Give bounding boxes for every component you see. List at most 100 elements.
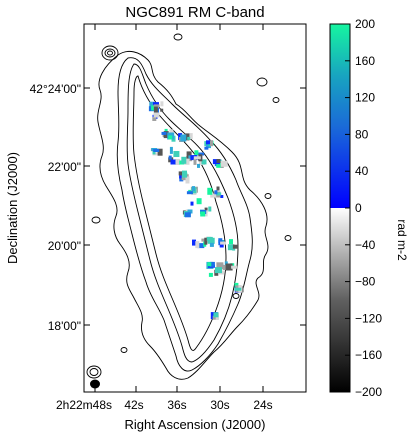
colorbar-tick-label: 120 (355, 91, 375, 105)
colorbar-tick-label: 160 (355, 54, 375, 68)
rm-pixel (222, 265, 227, 270)
rm-pixel (201, 238, 206, 242)
rm-pixel (195, 241, 200, 249)
rm-pixel (229, 239, 233, 245)
rm-pixel (216, 262, 224, 270)
colorbar-tick-label: 80 (355, 127, 369, 141)
colorbar: 200 160 120 80 40 0 −40 −80 −120 −160 −200 rad m-2 (329, 17, 409, 399)
x-tick-label: 30s (210, 398, 229, 412)
rm-pixel (216, 186, 220, 191)
rm-pixel (198, 152, 205, 156)
rm-pixel (189, 133, 193, 140)
rm-pixel (192, 239, 196, 246)
rm-pixel (206, 144, 211, 149)
rm-pixel (220, 195, 224, 198)
contour-island (272, 97, 280, 103)
chart-title: NGC891 RM C-band (125, 4, 264, 21)
rm-pixel (170, 159, 176, 165)
rm-pixel (193, 158, 197, 165)
rm-pixel (194, 150, 199, 156)
contour-island (86, 365, 102, 379)
rm-pixel (169, 146, 173, 154)
rm-pixel (169, 129, 174, 134)
rm-pixel (193, 156, 201, 160)
rm-pixel (168, 135, 173, 140)
rm-pixel (152, 150, 156, 155)
rm-pixel (216, 160, 224, 168)
contour-island (91, 216, 101, 224)
rm-pixel (187, 209, 193, 214)
rm-pixel (220, 241, 227, 245)
rm-pixel (151, 105, 157, 111)
rm-pixel (182, 170, 187, 178)
contour-island (120, 347, 128, 353)
rm-pixel (153, 102, 159, 106)
rm-pixel (197, 163, 200, 168)
rm-pixel (204, 237, 208, 245)
rm-pixel (207, 187, 213, 195)
rm-pixel (209, 261, 215, 267)
rm-patches-layer (148, 101, 244, 320)
rm-pixel (168, 155, 172, 160)
rm-pixel (192, 186, 195, 192)
contour-island (284, 235, 292, 241)
rm-pixel (219, 242, 224, 248)
beam-ellipse (90, 379, 100, 389)
rm-pixel (187, 136, 191, 140)
rm-pixel (209, 242, 214, 247)
x-tick-label: 24s (253, 398, 272, 412)
rm-pixel (206, 236, 213, 241)
colorbar-tick-label: 40 (355, 164, 369, 178)
rm-pixel (216, 192, 222, 196)
colorbar-label: rad m-2 (395, 219, 409, 261)
rm-pixel (210, 193, 217, 198)
rm-pixel (164, 128, 168, 133)
rm-pixel (206, 140, 211, 145)
contour-island (264, 193, 272, 199)
contour-middle (116, 57, 253, 372)
rm-pixel (160, 108, 164, 112)
contour-island (256, 77, 268, 87)
rm-pixel (184, 212, 191, 218)
rm-pixel (178, 133, 183, 141)
rm-pixel (160, 101, 164, 107)
rm-pixel (215, 267, 222, 274)
rm-pixel (225, 263, 233, 271)
rm-pixel (213, 312, 219, 318)
rm-pixel (186, 191, 193, 195)
rm-pixel (179, 173, 185, 179)
x-tick-label: 2h22m48s (56, 398, 112, 412)
y-tick-label: 20'00" (48, 239, 81, 253)
rm-pixel (204, 146, 209, 150)
rm-pixel (184, 133, 190, 141)
rm-pixel (161, 131, 167, 135)
rm-pixel (175, 159, 181, 165)
contour-island (104, 48, 116, 58)
x-axis-label: Right Ascension (J2000) (125, 417, 266, 432)
contour-core (132, 75, 227, 351)
rm-pixel (149, 101, 155, 107)
colorbar-tick-label: −80 (355, 275, 376, 289)
rm-pixel (196, 198, 202, 205)
rm-pixel (216, 159, 221, 163)
contour-island (173, 33, 183, 41)
rm-pixel (153, 106, 158, 114)
y-axis (84, 87, 306, 326)
x-tick-label: 36s (167, 398, 186, 412)
rm-pixel (208, 272, 213, 277)
rm-pixel (180, 134, 187, 142)
rm-pixel (210, 140, 213, 147)
rm-pixel (157, 148, 163, 156)
rm-pixel (186, 151, 192, 159)
colorbar-tick-label: 200 (355, 17, 375, 31)
contour-outer (97, 50, 269, 380)
rm-pixel (201, 159, 207, 165)
colorbar-tick-label: −40 (355, 238, 376, 252)
rm-pixel (208, 206, 212, 212)
rm-pixel (186, 156, 193, 162)
rm-pixel (231, 244, 239, 249)
rm-pixel (231, 265, 238, 269)
y-tick-label: 42°24'00" (30, 82, 81, 96)
colorbar-ticks: 200 160 120 80 40 0 −40 −80 −120 −160 −200 (345, 17, 382, 399)
